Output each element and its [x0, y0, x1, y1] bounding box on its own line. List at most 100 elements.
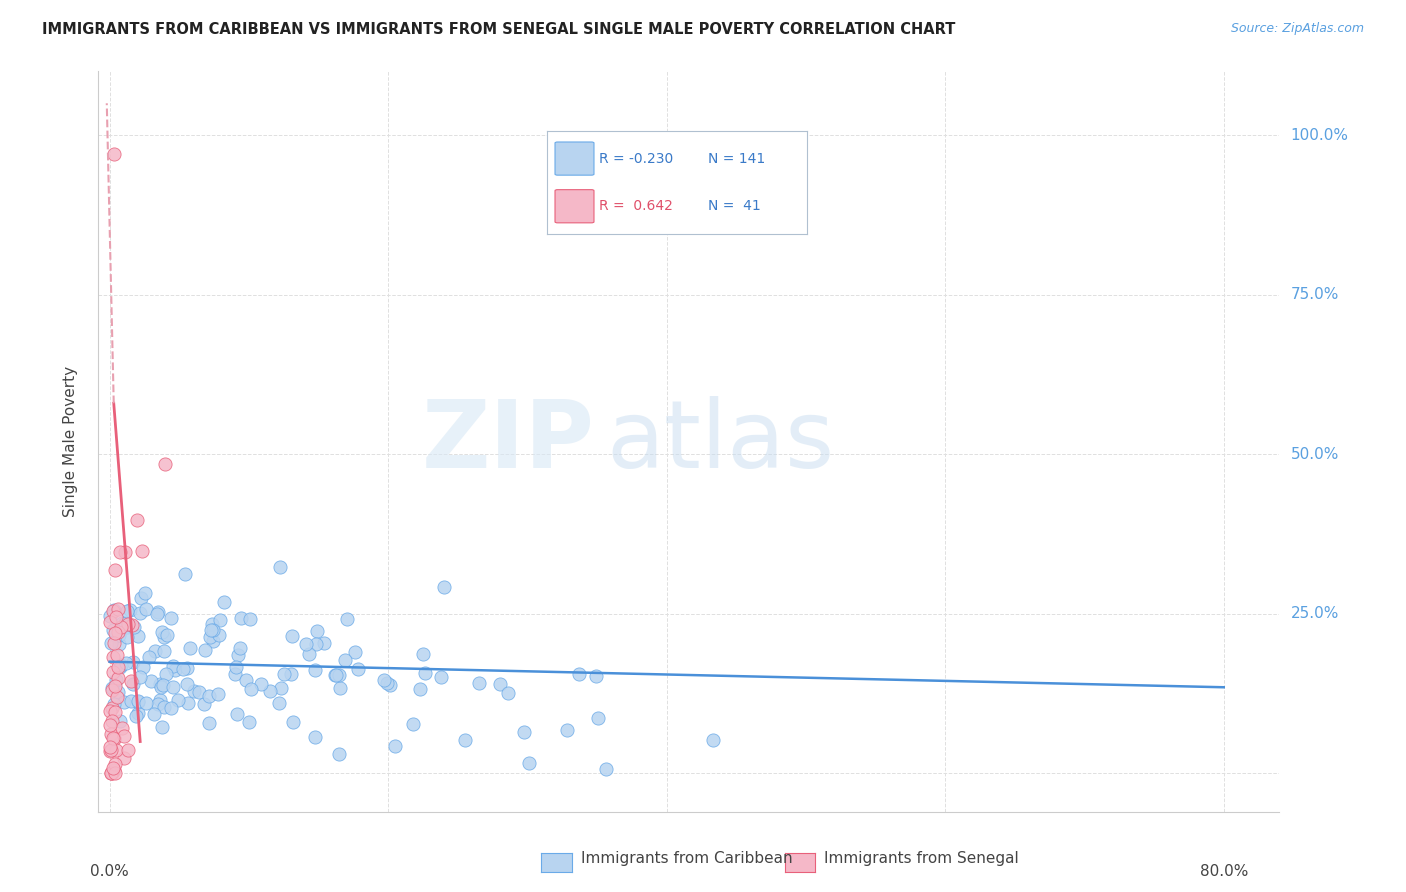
Point [214, 595, 236, 609]
Point [298, 647, 321, 661]
Point [98, 615, 121, 630]
Point [409, 682, 432, 697]
Point [489, 677, 512, 691]
Point [595, 762, 617, 776]
Point [111, 616, 134, 631]
Point [235, 673, 257, 688]
Point [328, 667, 350, 681]
Text: 75.0%: 75.0% [1291, 287, 1339, 302]
Point [207, 687, 229, 701]
Point [267, 696, 290, 710]
Point [585, 668, 607, 682]
Point [207, 628, 229, 642]
Point [294, 637, 316, 651]
Point [197, 690, 219, 704]
Point [127, 706, 149, 721]
Point [100, 742, 122, 756]
Point [114, 656, 136, 670]
Point [156, 628, 179, 642]
Point [107, 685, 129, 699]
Point [121, 618, 143, 632]
Point [270, 681, 292, 695]
Point [103, 731, 125, 746]
Point [179, 641, 201, 656]
Point [110, 658, 132, 673]
Point [117, 743, 139, 757]
Point [105, 648, 128, 663]
Point [153, 700, 176, 714]
Point [384, 739, 406, 754]
Point [238, 714, 260, 729]
Point [226, 648, 249, 662]
Point [160, 611, 183, 625]
Point [101, 681, 124, 695]
Point [162, 659, 184, 673]
Point [328, 747, 350, 761]
Point [402, 717, 425, 731]
Point [333, 653, 356, 667]
Point [120, 673, 142, 688]
Point [98, 740, 121, 755]
Point [114, 545, 136, 559]
Point [127, 513, 149, 527]
Text: 80.0%: 80.0% [1199, 863, 1249, 879]
Point [259, 684, 281, 698]
Text: Immigrants from Caribbean: Immigrants from Caribbean [581, 851, 793, 865]
Point [149, 677, 172, 691]
Point [373, 673, 395, 687]
Point [103, 763, 125, 777]
Point [193, 698, 215, 712]
Point [304, 637, 326, 651]
Point [280, 667, 302, 681]
Point [239, 681, 262, 696]
Point [107, 624, 129, 639]
Point [162, 680, 184, 694]
Point [122, 677, 145, 691]
Point [110, 619, 132, 633]
Point [150, 680, 173, 694]
Point [142, 706, 165, 721]
Point [160, 701, 183, 715]
Point [108, 637, 131, 651]
Point [149, 692, 172, 706]
Point [201, 617, 224, 632]
Point [281, 714, 304, 729]
Point [198, 630, 221, 644]
Point [225, 660, 247, 674]
Point [103, 705, 125, 719]
Point [129, 670, 152, 684]
Point [124, 709, 146, 723]
Point [336, 612, 359, 626]
Point [146, 607, 169, 622]
Point [198, 716, 221, 731]
Y-axis label: Single Male Poverty: Single Male Poverty [63, 366, 77, 517]
Point [412, 647, 434, 661]
Point [101, 665, 124, 679]
Point [453, 733, 475, 747]
Point [107, 671, 129, 685]
Point [155, 666, 177, 681]
Point [112, 694, 135, 708]
Point [100, 701, 122, 715]
Point [104, 626, 127, 640]
Text: ZIP: ZIP [422, 395, 595, 488]
Point [103, 731, 125, 745]
Point [107, 602, 129, 616]
Point [100, 635, 122, 649]
Point [498, 686, 520, 700]
Point [153, 644, 176, 658]
Point [152, 678, 174, 692]
Point [145, 644, 167, 658]
Point [146, 697, 169, 711]
Point [112, 751, 135, 765]
Point [231, 610, 253, 624]
Point [107, 660, 129, 674]
Point [101, 623, 124, 637]
Point [304, 664, 326, 678]
Point [134, 586, 156, 600]
Point [112, 729, 135, 743]
Point [105, 628, 128, 642]
Point [250, 677, 273, 691]
Point [239, 612, 262, 626]
Point [194, 643, 217, 657]
